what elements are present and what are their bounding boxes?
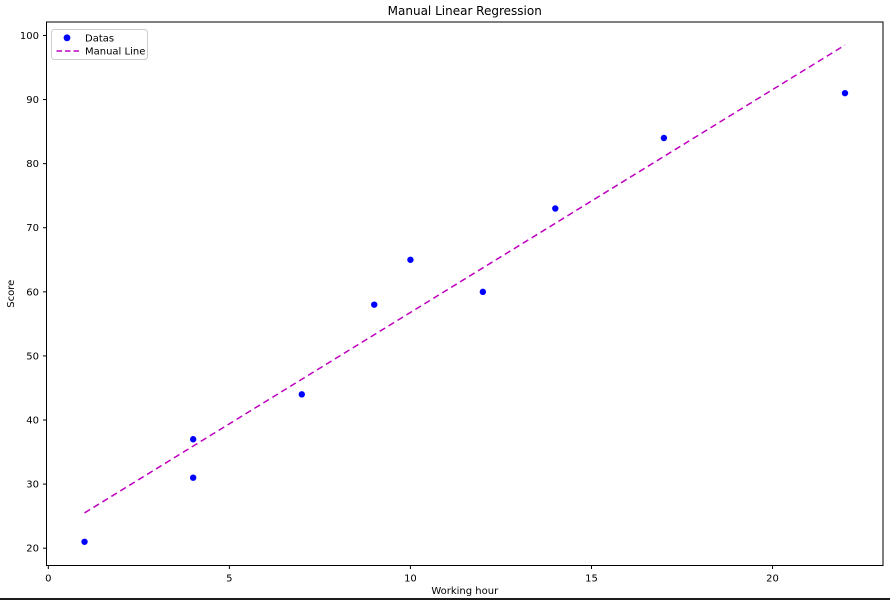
scatter-marker-icon	[63, 34, 71, 42]
chart-title: Manual Linear Regression	[388, 4, 542, 18]
data-point	[841, 89, 849, 97]
y-tick-label: 50	[26, 351, 39, 362]
y-tick-label: 100	[20, 31, 39, 42]
y-tick-label: 40	[26, 416, 39, 427]
legend-box	[51, 29, 148, 60]
y-tick-label: 90	[26, 95, 39, 106]
x-tick-label: 0	[45, 574, 51, 585]
x-axis-label: Working hour	[431, 586, 499, 597]
y-axis-ticks: 20 30 40 50 60 70 80 90 100	[20, 31, 47, 555]
y-tick-label: 30	[26, 480, 39, 491]
data-point	[479, 288, 487, 296]
y-tick-label: 70	[26, 223, 39, 234]
scatter-points	[81, 89, 849, 545]
regression-line	[84, 44, 846, 514]
window-bottom-edge	[0, 598, 890, 600]
x-axis-ticks: 0 5 10 15 20	[45, 565, 779, 585]
data-point	[81, 538, 88, 545]
x-tick-label: 10	[404, 574, 417, 585]
legend-label-datas: Datas	[85, 33, 114, 44]
data-point	[298, 391, 305, 398]
legend-label-manual-line: Manual Line	[85, 47, 145, 58]
data-point	[189, 474, 197, 481]
x-tick-label: 5	[226, 574, 232, 585]
y-tick-label: 60	[26, 287, 39, 298]
legend: Datas Manual Line	[51, 29, 148, 60]
x-tick-label: 20	[766, 574, 779, 585]
data-point	[189, 436, 197, 443]
data-point	[660, 134, 668, 142]
y-axis-label: Score	[6, 280, 17, 308]
data-point	[371, 301, 378, 308]
y-tick-label: 20	[26, 544, 39, 555]
plot-area	[46, 21, 884, 566]
data-point	[407, 256, 414, 263]
y-tick-label: 80	[26, 159, 39, 170]
x-tick-label: 15	[585, 574, 598, 585]
data-point	[552, 205, 559, 212]
